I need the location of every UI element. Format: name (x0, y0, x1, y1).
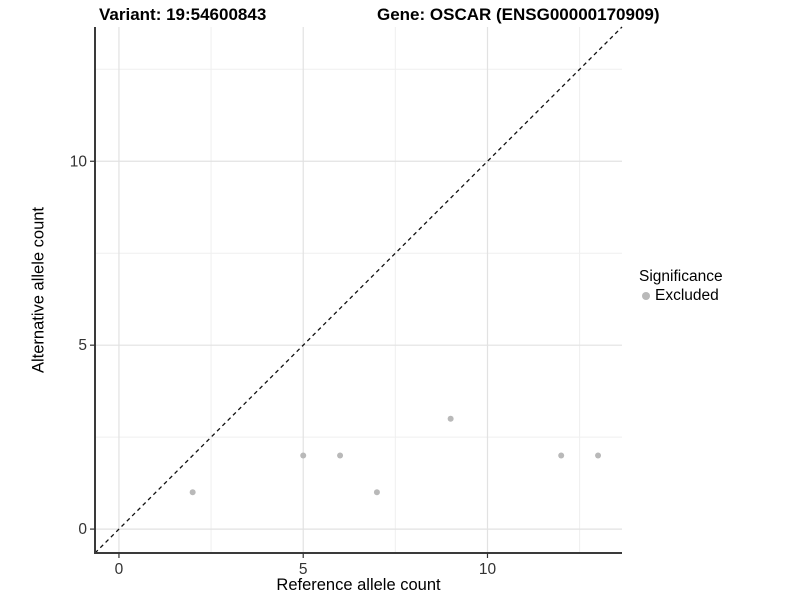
legend: Significance Excluded (639, 268, 723, 304)
y-tick-label: 10 (70, 153, 88, 170)
data-point (337, 452, 344, 459)
plot-title-variant: Variant: 19:54600843 (99, 5, 267, 24)
y-tick-label: 5 (78, 337, 87, 354)
legend-item-label: Excluded (655, 286, 719, 304)
x-tick-label: 10 (479, 561, 497, 578)
data-point (189, 489, 196, 496)
x-axis-title: Reference allele count (276, 576, 441, 594)
x-tick-label: 5 (299, 561, 308, 578)
legend-item-excluded: Excluded (639, 287, 723, 304)
data-point (558, 452, 565, 459)
data-point (373, 489, 380, 496)
data-point (447, 415, 454, 422)
legend-title: Significance (639, 268, 723, 285)
plot-title-gene: Gene: OSCAR (ENSG00000170909) (377, 5, 660, 24)
x-tick-label: 0 (115, 561, 124, 578)
y-tick-label: 0 (78, 521, 87, 538)
legend-point-swatch (642, 291, 650, 300)
data-point (300, 452, 307, 459)
y-axis-title: Alternative allele count (29, 206, 48, 374)
data-point (595, 452, 602, 459)
identity-dashed-line (94, 26, 623, 554)
